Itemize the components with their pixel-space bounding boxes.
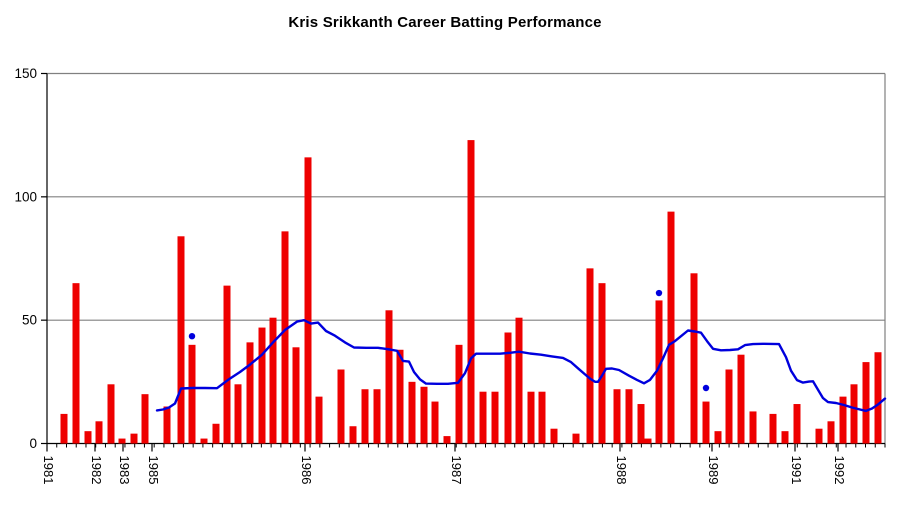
run-bar	[839, 396, 847, 444]
isolated-marker-dot	[188, 332, 196, 340]
isolated-marker-dot	[655, 289, 663, 297]
run-bar	[714, 431, 722, 444]
run-bar	[234, 384, 242, 444]
x-axis-year-label: 1989	[706, 456, 721, 485]
run-bar	[455, 344, 463, 444]
run-bar	[793, 404, 801, 444]
run-bar	[613, 389, 621, 444]
run-bar	[385, 310, 393, 444]
run-bar	[373, 389, 381, 444]
run-bar	[769, 413, 777, 444]
run-bar	[504, 332, 512, 444]
run-bar	[515, 317, 523, 444]
run-bar	[874, 352, 882, 444]
run-bar	[527, 391, 535, 444]
run-bar	[361, 389, 369, 444]
run-bar	[258, 327, 266, 444]
run-bar	[815, 428, 823, 444]
y-axis-label: 0	[29, 436, 37, 451]
x-axis-year-label: 1991	[789, 456, 804, 485]
run-bar	[625, 389, 633, 444]
run-bar	[702, 401, 710, 444]
run-bar	[107, 384, 115, 444]
run-bar	[431, 401, 439, 444]
y-axis-label: 150	[14, 66, 37, 81]
run-bar	[188, 344, 196, 444]
run-bar	[586, 268, 594, 444]
run-bar	[737, 354, 745, 444]
run-bar	[408, 381, 416, 444]
run-bar	[163, 406, 171, 444]
x-axis-year-label: 1988	[614, 456, 629, 485]
run-bar	[491, 391, 499, 444]
x-axis-year-label: 1982	[89, 456, 104, 485]
x-axis-year-label: 1983	[117, 456, 132, 485]
run-bar	[349, 426, 357, 444]
run-bar	[212, 423, 220, 444]
run-bar	[655, 300, 663, 444]
running-average-line	[155, 319, 887, 413]
x-axis-year-label: 1981	[41, 456, 56, 485]
run-bar	[862, 362, 870, 444]
y-axis-label: 50	[22, 313, 37, 328]
isolated-marker-dot	[702, 384, 710, 392]
run-bar	[84, 431, 92, 444]
run-bar	[644, 438, 652, 444]
run-bar	[269, 317, 277, 444]
y-axis-label: 100	[14, 189, 37, 204]
run-bar	[443, 436, 451, 444]
run-bar	[337, 369, 345, 444]
run-bar	[315, 396, 323, 444]
run-bar	[177, 236, 185, 444]
x-axis-year-label: 1987	[449, 456, 464, 485]
run-bar	[223, 285, 231, 444]
run-bar	[60, 413, 68, 444]
x-axis-year-label: 1992	[832, 456, 847, 485]
run-bar	[118, 438, 126, 444]
run-bar	[827, 421, 835, 444]
x-axis-year-label: 1986	[299, 456, 314, 485]
run-bar	[420, 386, 428, 444]
run-bar	[781, 431, 789, 444]
run-bar	[749, 411, 757, 444]
run-bar	[850, 384, 858, 444]
chart-title: Kris Srikkanth Career Batting Performanc…	[288, 14, 602, 31]
run-bar	[292, 347, 300, 444]
run-bar	[304, 157, 312, 444]
run-bar	[95, 421, 103, 444]
run-bar	[598, 283, 606, 444]
run-bar	[72, 283, 80, 444]
run-bar	[479, 391, 487, 444]
run-bar	[725, 369, 733, 444]
run-bar	[550, 428, 558, 444]
run-bar	[690, 273, 698, 444]
run-bar	[538, 391, 546, 444]
x-axis-year-label: 1985	[146, 456, 161, 485]
run-bar	[130, 433, 138, 444]
run-bar	[200, 438, 208, 444]
run-bar	[572, 433, 580, 444]
run-bar	[467, 140, 475, 444]
run-bar	[637, 404, 645, 444]
run-bar	[141, 394, 149, 444]
run-bar	[667, 211, 675, 444]
run-bar	[281, 231, 289, 444]
run-bar	[396, 349, 404, 444]
run-bar	[246, 342, 254, 444]
